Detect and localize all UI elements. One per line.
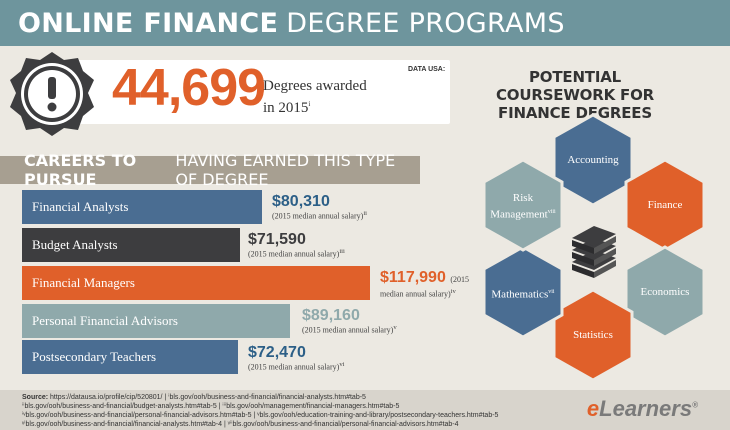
course-mathematics: Mathematicsvii: [491, 288, 555, 301]
career-salary-postsecondary-teachers: $72,470 (2015 median annual salary)vi: [248, 344, 345, 372]
career-name: Personal Financial Advisors: [32, 313, 178, 328]
header-title-rest: DEGREE PROGRAMS: [286, 7, 565, 39]
stat-label-ref: i: [308, 100, 311, 108]
elearners-logo: eLearners®: [586, 396, 698, 421]
hex-risk-management: [482, 158, 564, 252]
course-statistics: Statistics: [573, 329, 613, 341]
salary-note: (2015 median annual salary)ii: [272, 210, 368, 221]
degrees-awarded-number: 44,699: [112, 59, 266, 117]
careers-title-rest: HAVING EARNED THIS TYPE OF DEGREE: [175, 151, 396, 189]
footer-line2: ⁱⁱbls.gov/ooh/business-and-financial/bud…: [22, 403, 400, 410]
salary-amount: $89,160: [302, 307, 360, 324]
hex-accounting: [552, 113, 634, 207]
salary-amount: $117,990: [380, 269, 446, 286]
career-salary-budget-analysts: $71,590 (2015 median annual salary)iii: [248, 231, 345, 259]
degrees-awarded-label: Degrees awarded in 2015i: [263, 77, 403, 117]
career-name: Financial Managers: [32, 275, 135, 290]
coursework-title: POTENTIAL COURSEWORK FOR FINANCE DEGREES: [470, 68, 680, 122]
career-salary-financial-managers: $117,990 (2015 median annual salary)iv: [380, 269, 469, 299]
career-bar-financial-analysts: Financial Analysts: [22, 190, 262, 224]
footer-line3: ⁱᵛbls.gov/ooh/business-and-financial/per…: [22, 412, 499, 419]
stat-box: [60, 60, 450, 124]
salary-note: (2015 median annual salary)vi: [248, 361, 345, 372]
course-economics: Economics: [640, 286, 690, 298]
footer-line4: ᵛⁱbls.gov/ooh/business-and-financial/fin…: [22, 421, 459, 428]
hex-mathematics: [482, 245, 564, 339]
course-risk-management: Risk Managementviii: [490, 192, 556, 221]
exclamation-icon: [10, 52, 94, 136]
salary-amount: $80,310: [272, 193, 330, 210]
hex-economics: [624, 245, 706, 339]
career-name: Budget Analysts: [32, 237, 118, 252]
career-name: Financial Analysts: [32, 199, 129, 214]
stat-label-line2: in 2015: [263, 100, 309, 116]
careers-title-bold: CAREERS TO PURSUE: [24, 151, 137, 189]
salary-note: (2015 median annual salary)iii: [248, 248, 345, 259]
footer-line1: Source: https://datausa.io/profile/cip/5…: [22, 394, 366, 401]
career-salary-personal-financial-advisors: $89,160 (2015 median annual salary)v: [302, 307, 397, 335]
career-bar-postsecondary-teachers: Postsecondary Teachers: [22, 340, 238, 374]
data-source-label: DATA USA:: [408, 66, 446, 73]
book-stack-icon: [572, 226, 616, 278]
salary-amount: $72,470: [248, 344, 306, 361]
careers-section-title: CAREERS TO PURSUE HAVING EARNED THIS TYP…: [0, 151, 420, 189]
page-header: ONLINE FINANCE DEGREE PROGRAMS: [0, 0, 730, 46]
career-bar-personal-financial-advisors: Personal Financial Advisors: [22, 304, 290, 338]
stat-label-line1: Degrees awarded: [263, 78, 367, 94]
header-title-bold: ONLINE FINANCE: [18, 7, 279, 39]
career-name: Postsecondary Teachers: [32, 349, 157, 364]
career-bar-financial-managers: Financial Managers: [22, 266, 370, 300]
coursework-title-line2: FINANCE DEGREES: [498, 104, 652, 122]
coursework-title-line1: POTENTIAL COURSEWORK FOR: [496, 68, 654, 104]
course-finance: Finance: [647, 199, 683, 211]
coursework-honeycomb: [482, 113, 706, 380]
salary-note: (2015 median annual salary)v: [302, 324, 397, 335]
salary-amount: $71,590: [248, 231, 306, 248]
salary-note: median annual salary)iv: [380, 288, 456, 299]
course-accounting: Accounting: [567, 154, 619, 166]
career-bar-budget-analysts: Budget Analysts: [22, 228, 240, 262]
sources-footer: Source: https://datausa.io/profile/cip/5…: [0, 390, 730, 430]
career-salary-financial-analysts: $80,310 (2015 median annual salary)ii: [272, 193, 367, 221]
